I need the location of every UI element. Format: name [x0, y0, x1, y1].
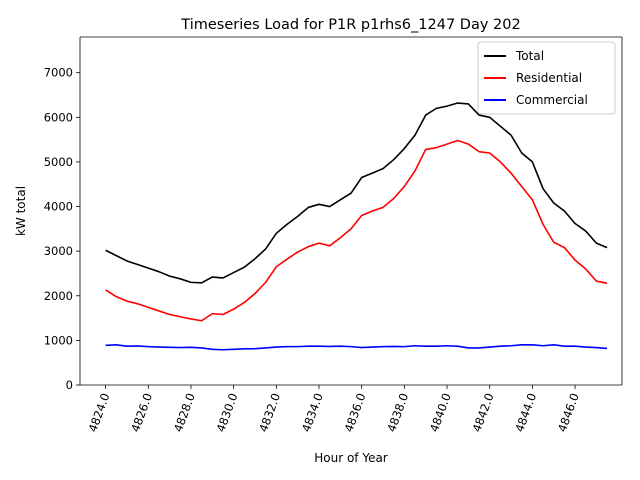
- legend: Total Residential Commercial: [477, 41, 616, 115]
- legend-label-residential: Residential: [516, 71, 582, 85]
- series-line-total: [105, 102, 608, 284]
- y-tick-label: 1000: [44, 333, 73, 347]
- chart-title: Timeseries Load for P1R p1rhs6_1247 Day …: [180, 17, 520, 33]
- series-line-commercial: [105, 344, 608, 351]
- legend-label-commercial: Commercial: [516, 93, 588, 107]
- y-tick-label: 3000: [44, 244, 73, 258]
- legend-label-total: Total: [515, 49, 544, 63]
- legend-box: [477, 41, 616, 115]
- y-tick-label: 2000: [44, 289, 73, 303]
- series-layer: [105, 102, 608, 351]
- y-axis-label: kW total: [14, 186, 28, 236]
- y-tick-label: 7000: [44, 66, 73, 80]
- y-tick-label: 6000: [44, 110, 73, 124]
- y-tick-label: 0: [66, 378, 73, 392]
- series-line-residential: [105, 139, 608, 322]
- x-axis-label: Hour of Year: [314, 451, 388, 465]
- y-tick-label: 4000: [44, 200, 73, 214]
- y-tick-label: 5000: [44, 155, 73, 169]
- axes-frame: [79, 36, 623, 386]
- y-axis-ticks: 0 1000 2000 3000 4000 5000 6000 7000: [44, 66, 80, 392]
